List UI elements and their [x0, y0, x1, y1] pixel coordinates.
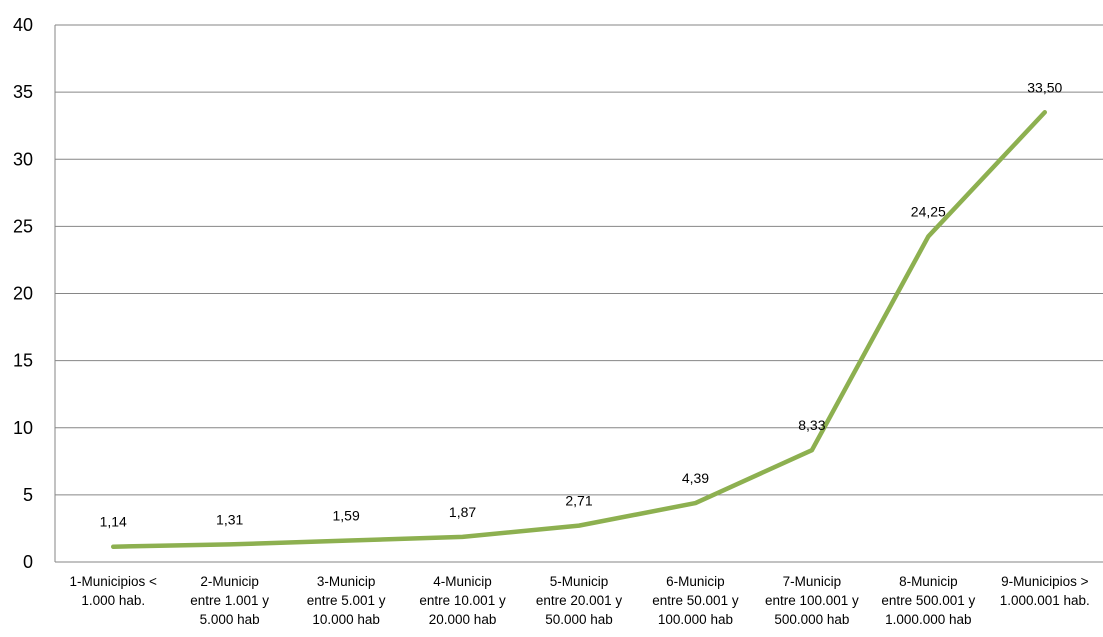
data-label-3: 1,59	[332, 508, 359, 524]
data-label-9: 33,50	[1027, 79, 1062, 95]
y-tick-label-10: 10	[13, 418, 33, 438]
x-category-label-6: 6-Municip entre 50.001 y 100.000 hab	[652, 574, 739, 627]
data-label-5: 2,71	[565, 493, 592, 509]
y-tick-label-15: 15	[13, 351, 33, 371]
axes	[54, 25, 1103, 563]
data-label-6: 4,39	[682, 470, 709, 486]
x-category-label-5: 5-Municip entre 20.001 y 50.000 hab	[536, 574, 623, 627]
y-tick-label-25: 25	[13, 216, 33, 236]
series-layer	[110, 110, 1048, 549]
x-category-label-1: 1-Municipios <1.000 hab.	[70, 574, 158, 608]
y-axis-tick-labels: 0 5 10 15 20 25 30 35 40	[13, 15, 33, 572]
x-category-label-9: 9-Municipios >1.000.001 hab.	[1000, 574, 1090, 608]
x-category-label-8: 8-Municip entre 500.001 y 1.000.000 hab	[881, 574, 975, 627]
data-label-2: 1,31	[216, 511, 243, 527]
y-tick-label-40: 40	[13, 15, 33, 35]
y-tick-label-35: 35	[13, 82, 33, 102]
x-category-label-4: 4-Municip entre 10.001 y 20.000 hab	[419, 574, 506, 627]
y-tick-label-0: 0	[23, 552, 33, 572]
data-label-1: 1,14	[100, 514, 127, 530]
y-tick-label-30: 30	[13, 149, 33, 169]
x-category-label-3: 3-Municip entre 5.001 y 10.000 hab	[307, 574, 386, 627]
y-tick-label-5: 5	[23, 485, 33, 505]
data-labels: 1,14 1,31 1,59 1,87 2,71 4,39 8,33 24,25 33,50	[100, 79, 1063, 529]
data-label-4: 1,87	[449, 504, 476, 520]
y-tick-label-20: 20	[13, 284, 33, 304]
data-label-7: 8,33	[798, 417, 825, 433]
x-axis-category-labels: 1-Municipios <1.000 hab. 2-Municip entre 1…	[70, 574, 1090, 627]
x-category-label-2: 2-Municip entre 1.001 y 5.000 hab	[190, 574, 269, 627]
series-line-1	[110, 110, 1048, 549]
gridlines	[55, 24, 1103, 496]
data-label-8: 24,25	[911, 203, 946, 219]
x-category-label-7: 7-Municip entre 100.001 y 500.000 hab	[765, 574, 859, 627]
